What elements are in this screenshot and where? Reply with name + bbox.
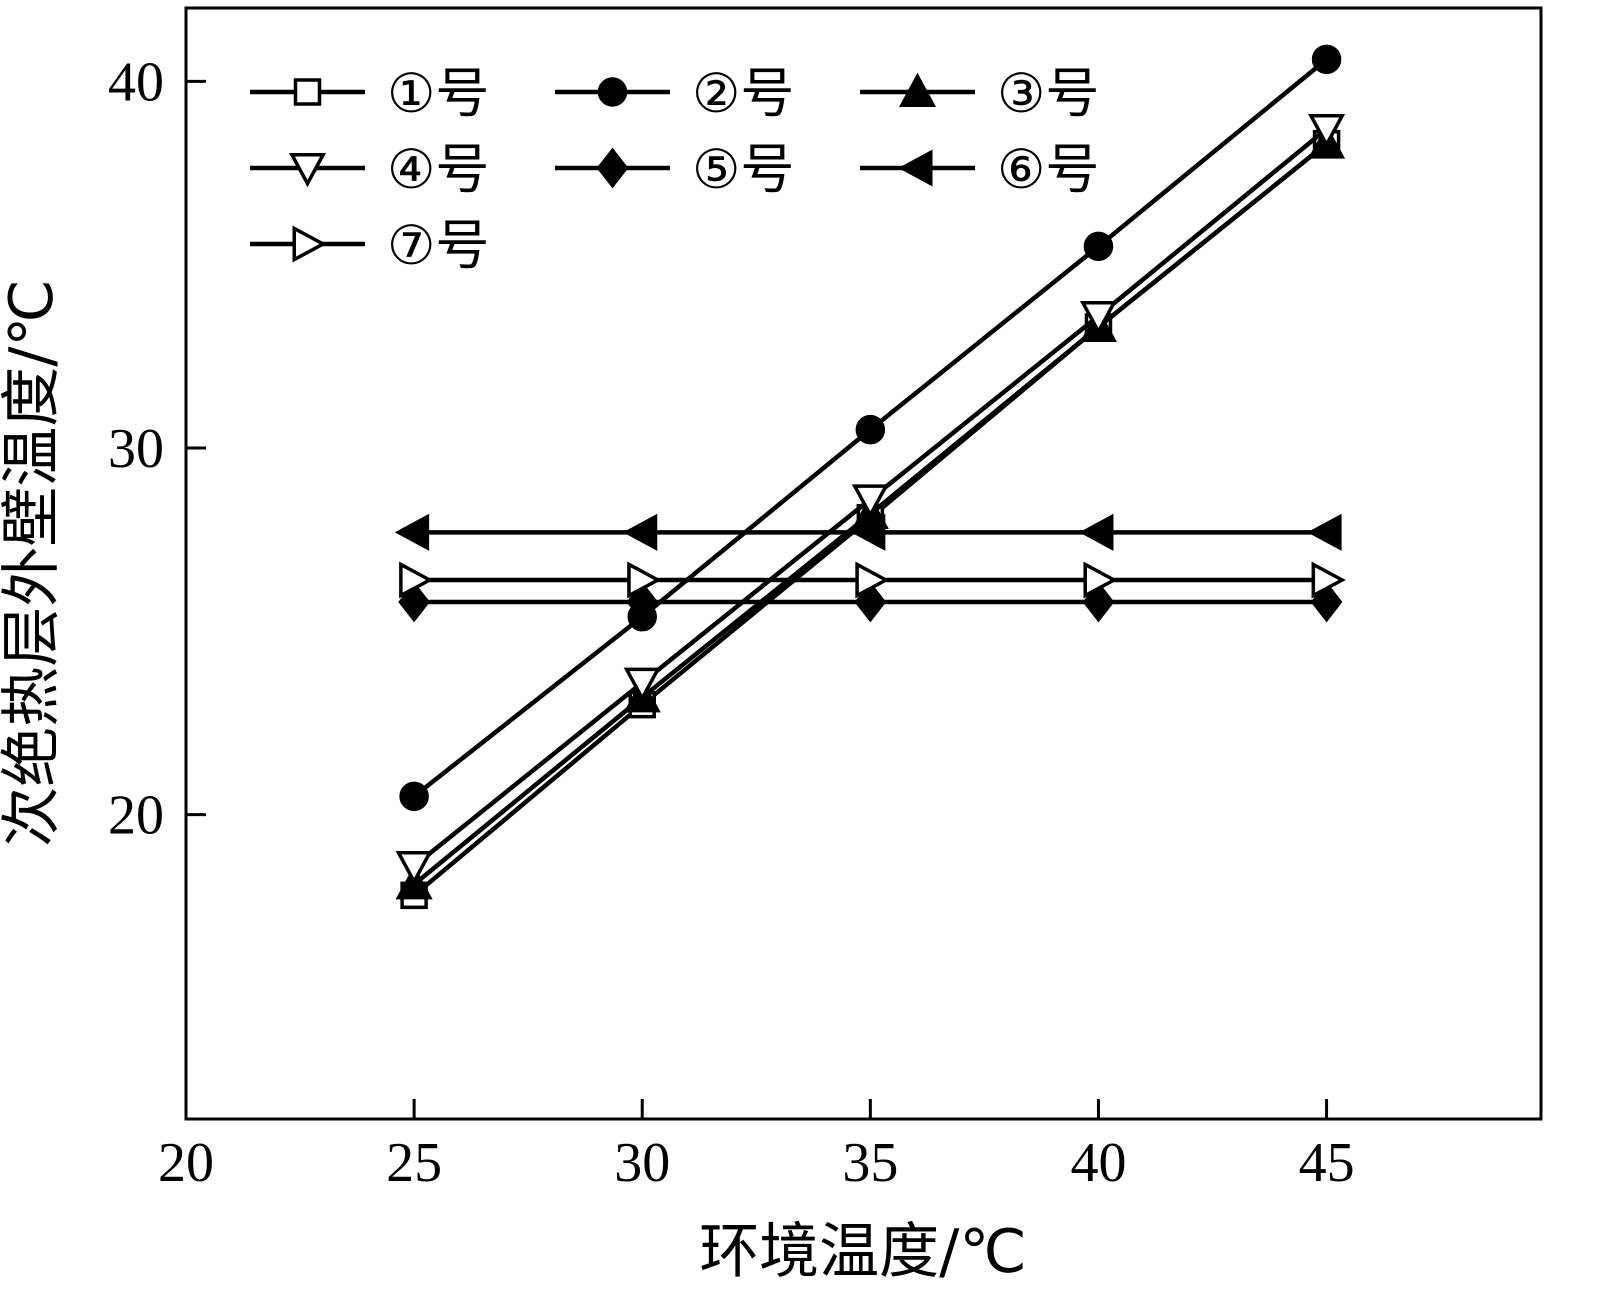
marker-diamond-filled — [398, 581, 430, 623]
marker-triangle-right-open — [1311, 561, 1346, 599]
marker-circle-filled — [1311, 44, 1342, 75]
marker-diamond-filled — [854, 581, 887, 623]
x-tick-label: 20 — [158, 1132, 214, 1194]
marker-triangle-down-open — [851, 484, 889, 519]
y-axis-label: 次绝热层外壁温度/℃ — [0, 279, 67, 847]
marker-diamond-filled — [1310, 581, 1343, 623]
marker-triangle-down-open — [1079, 300, 1117, 336]
marker-triangle-right-open — [292, 225, 327, 263]
legend-entry-5: ⑤号 — [555, 138, 794, 201]
legend-label: ③号 — [997, 62, 1099, 125]
legend-label: ①号 — [387, 62, 489, 125]
marker-triangle-right-open — [855, 561, 890, 599]
marker-triangle-down-open — [395, 850, 433, 886]
legend-label: ⑦号 — [387, 214, 489, 277]
marker-triangle-right-open — [627, 561, 662, 599]
series-7 — [399, 561, 1346, 599]
marker-circle-filled — [1083, 231, 1114, 262]
marker-diamond-filled — [596, 147, 629, 189]
axis-ticks: 20 25 30 35 40 45 20 30 40 — [108, 51, 1355, 1194]
legend-entry-6: ⑥号 — [860, 138, 1099, 201]
marker-circle-filled — [597, 77, 628, 107]
marker-triangle-left-filled — [622, 513, 658, 551]
marker-triangle-up-filled — [898, 72, 937, 108]
marker-triangle-left-filled — [394, 513, 430, 551]
marker-square-open — [293, 78, 322, 106]
legend-entry-4: ④号 — [250, 138, 489, 201]
series-layer — [394, 44, 1346, 910]
plot-frame — [184, 6, 1543, 1121]
series-2 — [399, 44, 1342, 812]
y-tick-label: 40 — [108, 51, 164, 113]
x-tick-label: 25 — [386, 1132, 442, 1194]
legend-label: ⑤号 — [692, 138, 794, 201]
y-tick-label: 30 — [108, 418, 164, 480]
marker-triangle-right-open — [399, 561, 434, 599]
marker-triangle-down-open — [288, 152, 327, 188]
series-4 — [395, 113, 1346, 886]
marker-circle-filled — [399, 781, 429, 812]
marker-triangle-right-open — [1083, 561, 1118, 599]
x-tick-label: 35 — [842, 1132, 898, 1194]
marker-triangle-left-filled — [1079, 513, 1114, 551]
marker-circle-filled — [855, 414, 886, 445]
legend-label: ②号 — [692, 62, 794, 125]
legend-entry-2: ②号 — [555, 62, 794, 125]
series-6 — [394, 513, 1342, 551]
legend-entry-1: ①号 — [250, 62, 489, 125]
legend-entry-3: ③号 — [860, 62, 1099, 125]
y-tick-label: 20 — [108, 785, 164, 847]
legend-entry-7: ⑦号 — [250, 214, 489, 277]
x-tick-label: 45 — [1299, 1132, 1355, 1194]
marker-triangle-down-open — [623, 667, 661, 702]
x-axis-label: 环境温度/℃ — [699, 1217, 1027, 1287]
marker-triangle-left-filled — [1307, 513, 1342, 551]
marker-diamond-filled — [1082, 581, 1115, 623]
marker-triangle-left-filled — [851, 513, 886, 551]
marker-triangle-left-filled — [898, 149, 933, 187]
x-tick-label: 30 — [614, 1132, 670, 1194]
legend-label: ⑥号 — [997, 138, 1099, 201]
x-tick-label: 40 — [1070, 1132, 1126, 1194]
legend-label: ④号 — [387, 138, 489, 201]
marker-triangle-down-open — [1308, 113, 1346, 149]
legend: ①号 ②号 ③号 ④号 ⑤号 ⑥号 ⑦号 — [250, 62, 1099, 277]
